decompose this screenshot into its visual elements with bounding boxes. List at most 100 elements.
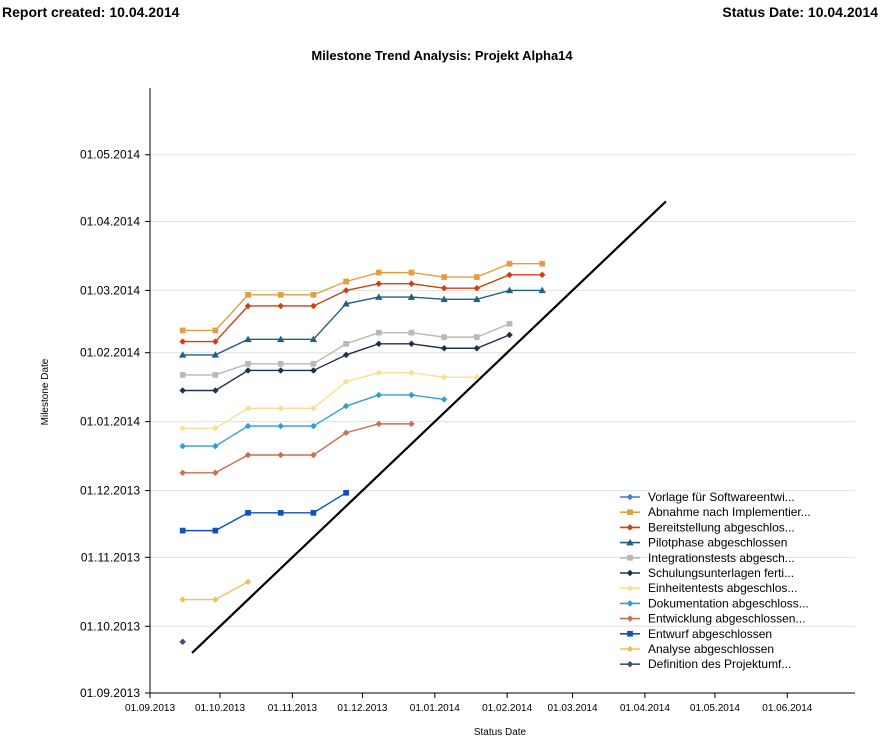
legend-marker xyxy=(626,493,634,501)
data-point xyxy=(408,269,415,276)
series-10 xyxy=(179,578,252,603)
data-point xyxy=(375,269,382,276)
data-point xyxy=(179,469,187,477)
legend-item: Entwicklung abgeschlossen... xyxy=(620,612,805,626)
legend-item: Schulungsunterlagen ferti... xyxy=(620,566,794,580)
data-point xyxy=(538,286,546,294)
data-point xyxy=(244,404,252,412)
series-line xyxy=(182,423,412,474)
data-point xyxy=(276,335,285,343)
data-point xyxy=(342,351,350,359)
diagonal-line xyxy=(191,200,667,654)
data-point xyxy=(441,274,447,280)
data-point xyxy=(212,527,219,534)
series-line xyxy=(182,372,477,430)
today-diagonal xyxy=(191,200,667,654)
series-line xyxy=(182,263,543,332)
legend-marker xyxy=(626,600,634,607)
data-point xyxy=(310,360,317,367)
data-point xyxy=(244,578,252,586)
data-point xyxy=(538,271,546,279)
x-tick-label: 01.06.2014 xyxy=(762,703,812,714)
y-tick-label: 01.11.2013 xyxy=(81,550,140,564)
data-point xyxy=(310,404,317,412)
data-point xyxy=(179,638,187,646)
data-point xyxy=(244,367,252,374)
legend-item: Integrationstests abgesch... xyxy=(620,551,795,565)
data-point xyxy=(506,271,513,279)
legend-marker xyxy=(626,569,634,577)
data-point xyxy=(245,292,251,298)
data-point xyxy=(212,424,219,432)
y-tick-label: 01.09.2013 xyxy=(80,686,140,700)
legend-label: Entwicklung abgeschlossen... xyxy=(648,612,805,626)
chart-title: Milestone Trend Analysis: Projekt Alpha1… xyxy=(311,48,573,63)
y-tick-label: 01.01.2014 xyxy=(80,415,140,429)
series-11 xyxy=(179,638,187,646)
legend-marker xyxy=(627,509,633,516)
data-point xyxy=(375,329,382,336)
legend-label: Vorlage für Softwareentwi... xyxy=(648,490,795,504)
data-point xyxy=(440,295,448,303)
data-point xyxy=(179,424,187,432)
data-point xyxy=(342,299,350,307)
legend-marker xyxy=(626,584,634,592)
data-point xyxy=(212,327,219,334)
x-tick-label: 01.02.2014 xyxy=(482,703,532,714)
series-3 xyxy=(178,286,546,358)
data-point xyxy=(179,527,186,534)
legend-label: Entwurf abgeschlossen xyxy=(648,627,772,641)
data-point xyxy=(212,338,219,345)
data-point xyxy=(408,329,415,336)
y-tick-label: 01.02.2014 xyxy=(80,346,140,360)
series-layer xyxy=(178,260,546,646)
status-date-label: Status Date: 10.04.2014 xyxy=(722,4,878,20)
data-point xyxy=(408,420,415,428)
x-tick-label: 01.10.2013 xyxy=(195,703,245,714)
data-point xyxy=(310,302,317,310)
legend-label: Analyse abgeschlossen xyxy=(648,642,774,656)
data-point xyxy=(179,442,187,450)
data-point xyxy=(244,302,252,310)
legend-item: Pilotphase abgeschlossen xyxy=(620,536,787,550)
data-point xyxy=(375,420,383,428)
data-point xyxy=(408,280,415,288)
data-point xyxy=(310,451,317,459)
data-point xyxy=(212,469,219,477)
legend-item: Bereitstellung abgeschlos... xyxy=(620,520,795,534)
data-point xyxy=(473,295,481,303)
x-tick-label: 01.01.2014 xyxy=(410,703,460,714)
legend-item: Abnahme nach Implementier... xyxy=(620,505,811,519)
data-point xyxy=(342,378,350,385)
series-line xyxy=(182,289,543,356)
data-point xyxy=(277,404,285,412)
legend-marker xyxy=(626,615,634,622)
data-point xyxy=(179,338,187,345)
legend-label: Dokumentation abgeschloss... xyxy=(648,596,809,610)
data-point xyxy=(244,335,252,343)
data-point xyxy=(506,331,513,339)
data-point xyxy=(212,387,219,394)
series-line xyxy=(182,323,510,376)
data-point xyxy=(506,260,513,267)
data-point xyxy=(277,292,284,298)
legend-marker xyxy=(626,524,634,531)
legend-item: Vorlage für Softwareentwi... xyxy=(620,490,795,504)
report-created-label: Report created: 10.04.2014 xyxy=(2,4,180,20)
series-line xyxy=(182,274,543,343)
series-line xyxy=(182,394,445,447)
data-point xyxy=(179,596,187,603)
legend-label: Definition des Projektumf... xyxy=(648,657,791,671)
data-point xyxy=(408,369,415,377)
data-point xyxy=(277,302,285,310)
data-point xyxy=(375,293,383,300)
data-point xyxy=(310,509,317,516)
gridlines xyxy=(150,154,855,627)
data-point xyxy=(375,340,383,348)
data-point xyxy=(310,292,317,298)
data-point xyxy=(407,293,416,300)
axes xyxy=(149,88,855,694)
legend-item: Definition des Projektumf... xyxy=(620,657,791,671)
legend-label: Schulungsunterlagen ferti... xyxy=(648,566,794,580)
